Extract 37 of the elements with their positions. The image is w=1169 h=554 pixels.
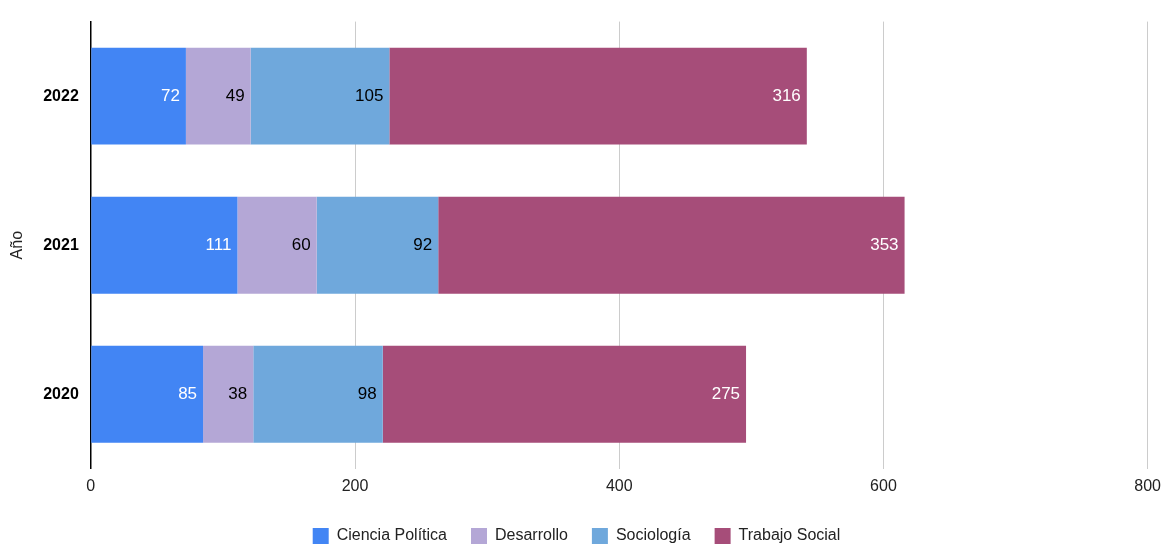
data-label: 275	[711, 383, 741, 403]
bar	[438, 196, 905, 294]
bar	[203, 345, 254, 443]
y-tick-label: 2022	[43, 86, 79, 104]
x-tick-label: 0	[86, 476, 96, 494]
bar	[382, 345, 747, 443]
data-label: 111	[205, 234, 232, 254]
legend-label: Sociología	[615, 526, 691, 544]
y-tick-label: 2021	[43, 235, 79, 253]
y-tick-label: 2020	[43, 384, 79, 402]
data-label: 49	[225, 85, 245, 105]
x-tick-label: 400	[605, 476, 633, 494]
bar	[185, 47, 251, 145]
bar	[91, 345, 204, 443]
bar	[91, 47, 186, 145]
data-label: 92	[413, 234, 433, 254]
data-label: 85	[178, 383, 198, 403]
data-label: 353	[870, 234, 899, 254]
x-tick-label: 600	[870, 476, 897, 494]
data-label: 316	[772, 85, 801, 105]
data-label: 105	[354, 85, 384, 105]
x-tick-label: 800	[1134, 476, 1162, 494]
bar	[253, 345, 383, 443]
data-label: 38	[228, 383, 248, 403]
data-label: 72	[160, 85, 180, 105]
legend-label: Ciencia Política	[336, 526, 448, 544]
bar	[91, 196, 238, 294]
bar	[250, 47, 390, 145]
legend-label: Desarrollo	[494, 526, 568, 544]
y-axis-title: Año	[8, 230, 26, 260]
data-label: 98	[357, 383, 377, 403]
bar	[237, 196, 317, 294]
data-label: 60	[291, 234, 311, 254]
x-tick-label: 200	[341, 476, 369, 494]
legend-label: Trabajo Social	[738, 526, 841, 544]
bar	[389, 47, 807, 145]
bar	[316, 196, 439, 294]
